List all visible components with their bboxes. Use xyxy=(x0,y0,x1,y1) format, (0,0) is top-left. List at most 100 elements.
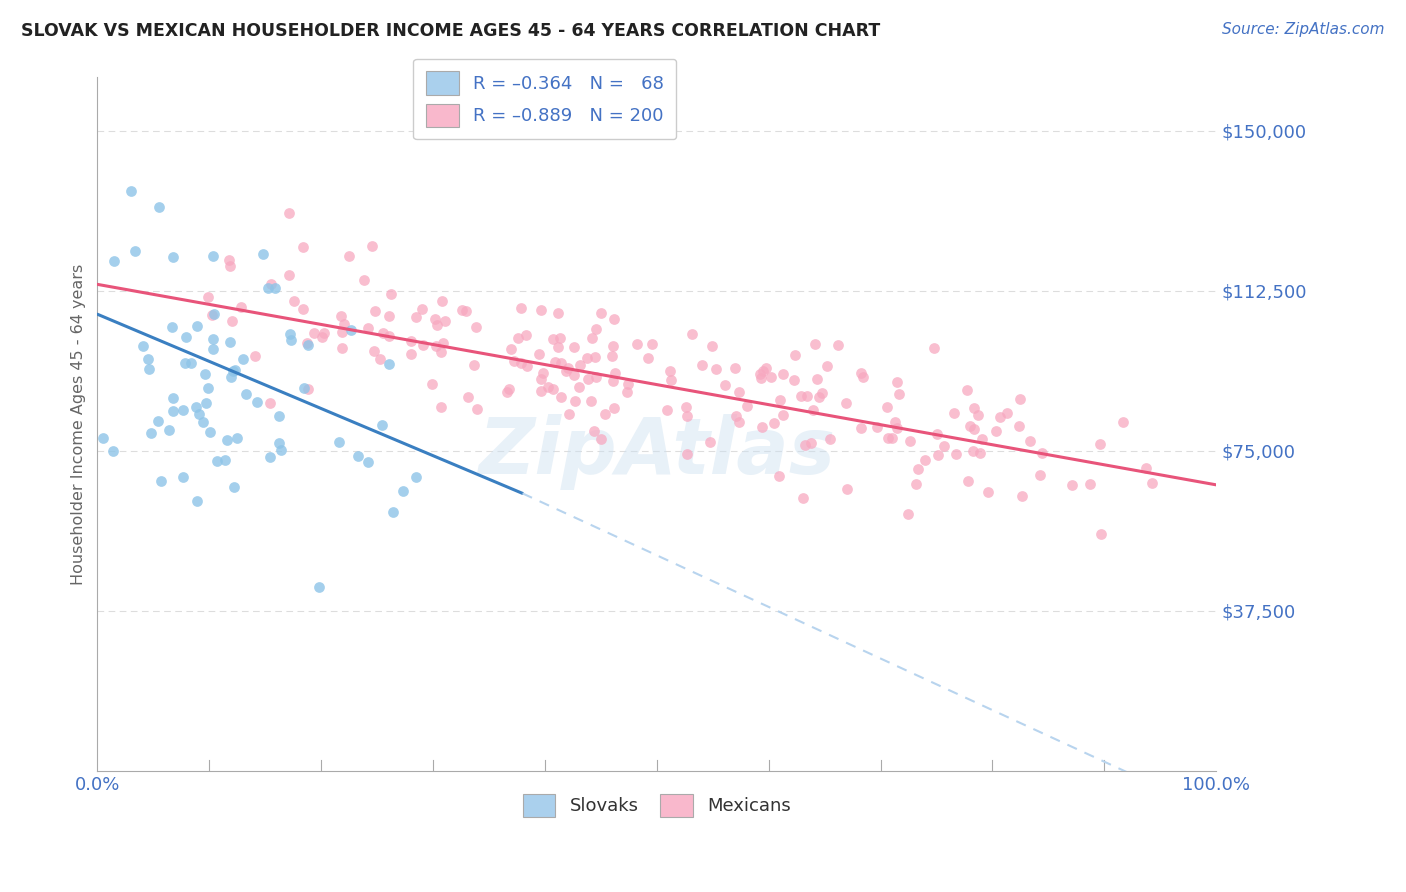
Point xyxy=(927,448,949,462)
Point xyxy=(984,425,1007,439)
Point xyxy=(297,338,319,352)
Point xyxy=(330,341,353,355)
Point xyxy=(278,206,301,220)
Point xyxy=(755,360,778,375)
Point xyxy=(197,290,219,304)
Point xyxy=(173,470,195,484)
Point xyxy=(600,349,623,363)
Point xyxy=(195,396,218,410)
Point xyxy=(690,359,713,373)
Point xyxy=(297,382,319,396)
Point xyxy=(852,370,875,384)
Point xyxy=(641,336,664,351)
Point xyxy=(508,331,530,345)
Point xyxy=(759,370,782,384)
Point xyxy=(799,435,821,450)
Point xyxy=(925,427,948,442)
Point xyxy=(725,409,748,423)
Point xyxy=(768,469,790,483)
Point xyxy=(815,359,838,373)
Point xyxy=(328,435,350,450)
Point xyxy=(790,389,813,403)
Point xyxy=(785,348,807,362)
Point xyxy=(136,352,159,367)
Point xyxy=(658,364,681,378)
Point xyxy=(516,359,538,373)
Point xyxy=(353,273,375,287)
Point xyxy=(735,399,758,413)
Point xyxy=(91,431,114,445)
Point xyxy=(616,385,638,400)
Point xyxy=(246,394,269,409)
Point xyxy=(454,303,477,318)
Point xyxy=(605,366,627,380)
Point xyxy=(616,376,638,391)
Point xyxy=(202,343,225,357)
Point xyxy=(412,338,434,352)
Point xyxy=(131,339,153,353)
Point xyxy=(451,302,474,317)
Point xyxy=(141,425,163,440)
Point xyxy=(377,329,399,343)
Point xyxy=(218,334,240,349)
Point xyxy=(191,415,214,429)
Point xyxy=(429,345,451,359)
Point xyxy=(180,356,202,370)
Point xyxy=(377,309,399,323)
Point xyxy=(914,453,936,467)
Point xyxy=(357,320,380,334)
Point xyxy=(582,425,605,439)
Point xyxy=(945,447,967,461)
Point xyxy=(752,364,775,378)
Point xyxy=(531,367,554,381)
Point xyxy=(423,312,446,326)
Point xyxy=(576,372,599,386)
Point xyxy=(544,354,567,368)
Point xyxy=(806,372,828,386)
Point xyxy=(157,423,180,437)
Point xyxy=(548,331,571,345)
Point xyxy=(568,358,591,372)
Point xyxy=(782,373,804,387)
Text: SLOVAK VS MEXICAN HOUSEHOLDER INCOME AGES 45 - 64 YEARS CORRELATION CHART: SLOVAK VS MEXICAN HOUSEHOLDER INCOME AGE… xyxy=(21,22,880,40)
Point xyxy=(699,434,721,449)
Point xyxy=(510,356,533,370)
Point xyxy=(149,474,172,488)
Point xyxy=(589,432,612,446)
Point xyxy=(550,356,572,370)
Point xyxy=(988,409,1011,424)
Point xyxy=(260,277,283,291)
Point xyxy=(796,389,818,403)
Point xyxy=(963,422,986,436)
Point xyxy=(162,391,184,405)
Point xyxy=(218,259,240,273)
Point xyxy=(541,382,564,396)
Point xyxy=(224,363,246,377)
Point xyxy=(291,240,314,254)
Point xyxy=(727,384,749,399)
Point xyxy=(222,363,245,377)
Point xyxy=(748,368,770,382)
Point xyxy=(148,414,170,428)
Point xyxy=(562,339,585,353)
Point xyxy=(1029,467,1052,482)
Point xyxy=(1090,436,1112,450)
Point xyxy=(368,351,391,366)
Point xyxy=(568,380,591,394)
Point xyxy=(283,293,305,308)
Point xyxy=(886,375,908,389)
Point xyxy=(602,311,624,326)
Point xyxy=(259,396,281,410)
Point xyxy=(465,401,488,416)
Point xyxy=(727,415,749,429)
Point xyxy=(1060,477,1083,491)
Point xyxy=(120,184,142,198)
Point xyxy=(463,358,485,372)
Point xyxy=(897,507,920,521)
Point xyxy=(1140,475,1163,490)
Point xyxy=(224,480,246,494)
Point xyxy=(382,506,405,520)
Point xyxy=(898,434,921,449)
Point xyxy=(280,333,302,347)
Point xyxy=(186,493,208,508)
